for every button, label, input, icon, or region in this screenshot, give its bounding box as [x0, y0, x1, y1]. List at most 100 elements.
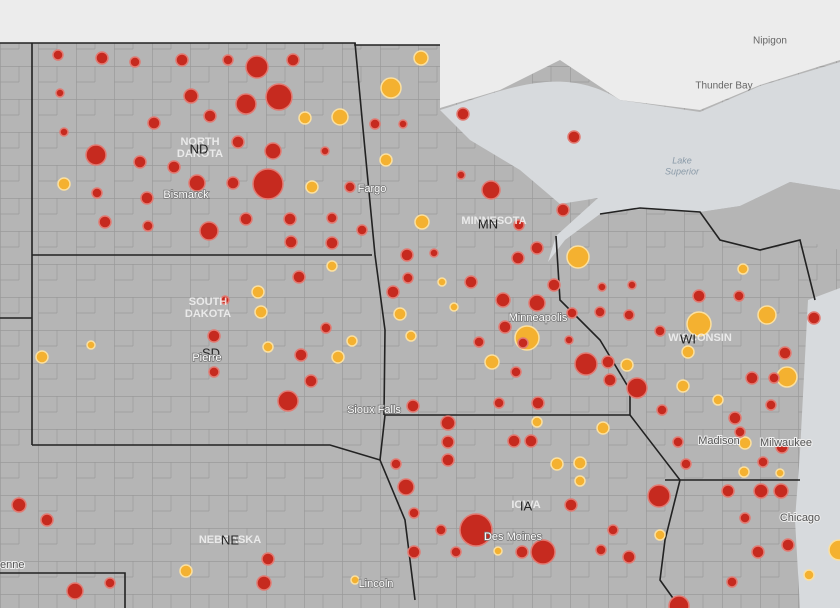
red-marker: [208, 366, 220, 378]
red-marker: [11, 497, 27, 513]
red-marker: [464, 275, 478, 289]
red-marker: [142, 220, 154, 232]
red-marker: [408, 507, 420, 519]
red-marker: [222, 54, 234, 66]
red-marker: [530, 539, 556, 565]
red-marker: [728, 411, 742, 425]
red-marker: [441, 453, 455, 467]
city-label: Lincoln: [359, 578, 394, 590]
red-marker: [626, 377, 648, 399]
red-marker: [768, 372, 780, 384]
red-marker: [402, 272, 414, 284]
yellow-marker: [654, 529, 666, 541]
city-label: Thunder Bay: [695, 81, 752, 92]
red-marker: [344, 181, 356, 193]
red-marker: [656, 404, 668, 416]
yellow-marker: [775, 468, 785, 478]
city-label: Nipigon: [753, 36, 787, 47]
red-marker: [55, 88, 65, 98]
red-marker: [607, 524, 619, 536]
city-label: Milwaukee: [760, 437, 812, 449]
red-marker: [622, 550, 636, 564]
red-marker: [547, 278, 561, 292]
red-marker: [668, 595, 690, 608]
red-marker: [231, 135, 245, 149]
red-marker: [601, 355, 615, 369]
red-marker: [400, 248, 414, 262]
state-name: SOUTH: [189, 296, 228, 308]
red-marker: [627, 280, 637, 290]
red-marker: [528, 294, 546, 312]
red-marker: [188, 174, 206, 192]
red-marker: [406, 399, 420, 413]
red-marker: [203, 109, 217, 123]
yellow-marker: [566, 245, 590, 269]
red-marker: [284, 235, 298, 249]
red-marker: [429, 248, 439, 258]
yellow-marker: [574, 475, 586, 487]
state-abbr: SD: [202, 345, 220, 360]
red-marker: [739, 512, 751, 524]
red-marker: [745, 371, 759, 385]
red-marker: [66, 582, 84, 600]
canada: [0, 0, 840, 110]
red-marker: [167, 160, 181, 174]
yellow-marker: [550, 457, 564, 471]
state-name: IOWA: [511, 499, 540, 511]
red-marker: [511, 251, 525, 265]
red-marker: [264, 142, 282, 160]
red-marker: [91, 187, 103, 199]
red-marker: [261, 552, 275, 566]
yellow-marker: [437, 277, 447, 287]
red-marker: [390, 458, 402, 470]
state-name: DAKOTA: [185, 308, 231, 320]
red-marker: [456, 107, 470, 121]
water-label: Superior: [665, 166, 700, 176]
red-marker: [510, 366, 522, 378]
city-label: enne: [0, 559, 24, 571]
red-marker: [672, 436, 684, 448]
yellow-marker: [757, 305, 777, 325]
state-abbr: IA: [520, 498, 533, 513]
state-abbr: WI: [680, 331, 696, 346]
city-label: Pierre: [192, 352, 221, 364]
red-marker: [320, 146, 330, 156]
red-marker: [459, 513, 493, 547]
yellow-marker: [346, 335, 358, 347]
yellow-marker: [738, 436, 752, 450]
yellow-marker: [573, 456, 587, 470]
state-abbr: MN: [478, 216, 498, 231]
state-abbr: ND: [190, 141, 209, 156]
red-marker: [52, 49, 64, 61]
red-marker: [734, 426, 746, 438]
red-marker: [294, 348, 308, 362]
lake-michigan: [795, 288, 840, 608]
red-marker: [680, 458, 692, 470]
red-marker: [566, 307, 578, 319]
city-label: Madison: [698, 435, 740, 447]
yellow-marker: [737, 263, 749, 275]
yellow-marker: [681, 345, 695, 359]
red-marker: [757, 456, 769, 468]
yellow-marker: [676, 379, 690, 393]
city-label: Fargo: [358, 183, 387, 195]
yellow-marker: [828, 539, 840, 561]
yellow-marker: [620, 358, 634, 372]
city-label: Minneapolis: [509, 312, 568, 324]
red-marker: [326, 212, 338, 224]
state-abbr: NE: [221, 532, 239, 547]
red-marker: [495, 292, 511, 308]
red-marker: [623, 309, 635, 321]
yellow-marker: [331, 108, 349, 126]
state-name: NEBRASKA: [199, 534, 261, 546]
red-marker: [325, 236, 339, 250]
red-marker: [574, 352, 598, 376]
red-marker: [304, 374, 318, 388]
red-marker: [733, 290, 745, 302]
city-label: Bismarck: [163, 189, 209, 201]
red-marker: [524, 434, 538, 448]
yellow-marker: [86, 340, 96, 350]
yellow-marker: [414, 214, 430, 230]
red-marker: [239, 212, 253, 226]
